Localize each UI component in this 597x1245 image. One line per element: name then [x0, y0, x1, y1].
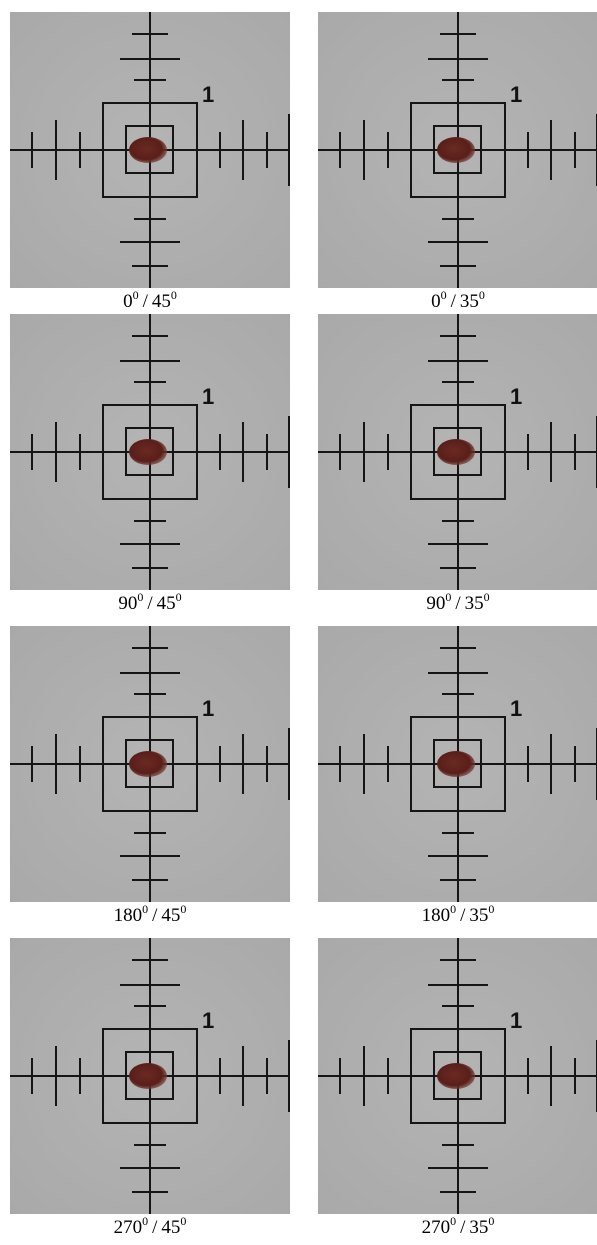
inner-square — [125, 1051, 174, 1100]
degree-sup: 0 — [488, 1214, 494, 1228]
outer-square — [410, 102, 506, 198]
panel: 100/350 — [318, 12, 597, 312]
impact-cluster — [129, 137, 167, 163]
separator: / — [152, 1217, 158, 1238]
outer-square — [102, 1028, 198, 1124]
zone-number: 1 — [202, 384, 214, 409]
rotation-angle: 270 — [114, 1217, 143, 1238]
impact-cluster — [129, 1063, 167, 1089]
degree-sup: 0 — [450, 1214, 456, 1228]
degree-sup: 0 — [450, 902, 456, 916]
impact-cluster — [437, 137, 475, 163]
zone-number: 1 — [202, 1008, 214, 1033]
degree-sup: 0 — [133, 288, 139, 302]
degree-sup: 0 — [484, 590, 490, 604]
rotation-angle: 180 — [422, 905, 451, 926]
impact-cluster — [129, 439, 167, 465]
inner-square — [433, 1051, 482, 1100]
rotation-angle: 0 — [431, 291, 441, 312]
separator: / — [143, 291, 149, 312]
inner-square — [125, 739, 174, 788]
panel: 100/450 — [10, 12, 290, 312]
impact-cluster — [437, 751, 475, 777]
degree-sup: 0 — [142, 1214, 148, 1228]
degree-sup: 0 — [445, 590, 451, 604]
rotation-angle: 0 — [123, 291, 133, 312]
caption: 1800/450 — [114, 902, 187, 926]
outer-square — [102, 102, 198, 198]
degree-sup: 0 — [137, 590, 143, 604]
tilt-angle: 35 — [460, 291, 479, 312]
impact-cluster — [437, 1063, 475, 1089]
rotation-angle: 90 — [426, 593, 445, 614]
tilt-angle: 45 — [157, 593, 176, 614]
outer-square — [102, 404, 198, 500]
separator: / — [451, 291, 457, 312]
outer-square — [410, 404, 506, 500]
impact-cluster — [437, 439, 475, 465]
caption: 2700/350 — [422, 1214, 495, 1238]
zone-number: 1 — [202, 696, 214, 721]
zone-number: 1 — [510, 384, 522, 409]
rotation-angle: 180 — [114, 905, 143, 926]
tilt-angle: 35 — [465, 593, 484, 614]
degree-sup: 0 — [441, 288, 447, 302]
caption: 00/350 — [431, 288, 485, 312]
impact-cluster — [129, 751, 167, 777]
degree-sup: 0 — [180, 1214, 186, 1228]
caption: 900/350 — [426, 590, 489, 614]
rotation-angle: 270 — [422, 1217, 451, 1238]
degree-sup: 0 — [171, 288, 177, 302]
caption: 00/450 — [123, 288, 177, 312]
inner-square — [433, 125, 482, 174]
caption: 1800/350 — [422, 902, 495, 926]
tilt-angle: 45 — [161, 905, 180, 926]
separator: / — [455, 593, 461, 614]
separator: / — [460, 1217, 466, 1238]
inner-square — [433, 427, 482, 476]
degree-sup: 0 — [488, 902, 494, 916]
tilt-angle: 45 — [152, 291, 171, 312]
degree-sup: 0 — [176, 590, 182, 604]
degree-sup: 0 — [479, 288, 485, 302]
tilt-angle: 45 — [161, 1217, 180, 1238]
rotation-angle: 90 — [118, 593, 137, 614]
separator: / — [152, 905, 158, 926]
outer-square — [410, 1028, 506, 1124]
outer-square — [410, 716, 506, 812]
inner-square — [125, 125, 174, 174]
zone-number: 1 — [510, 696, 522, 721]
zone-number: 1 — [202, 82, 214, 107]
inner-square — [125, 427, 174, 476]
zone-number: 1 — [510, 82, 522, 107]
caption: 900/450 — [118, 590, 181, 614]
tilt-angle: 35 — [469, 905, 488, 926]
separator: / — [147, 593, 153, 614]
separator: / — [460, 905, 466, 926]
zone-number: 1 — [510, 1008, 522, 1033]
caption: 2700/450 — [114, 1214, 187, 1238]
degree-sup: 0 — [180, 902, 186, 916]
outer-square — [102, 716, 198, 812]
tilt-angle: 35 — [469, 1217, 488, 1238]
inner-square — [433, 739, 482, 788]
degree-sup: 0 — [142, 902, 148, 916]
